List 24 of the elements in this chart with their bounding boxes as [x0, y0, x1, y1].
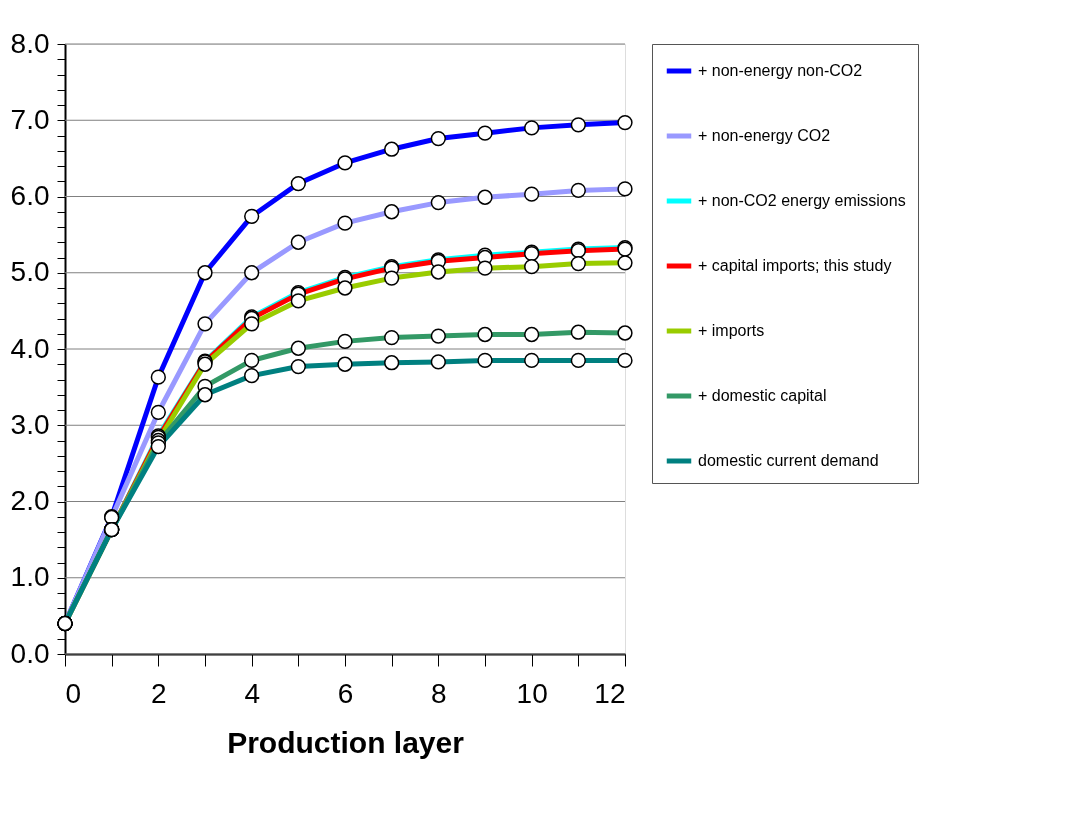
x-tick-label: 10 [516, 677, 548, 709]
y-tick-label: 2.0 [10, 485, 50, 516]
y-tick-label: 6.0 [10, 180, 50, 211]
y-tick-label: 7.0 [10, 103, 50, 135]
y-tick-label: 1.0 [10, 561, 50, 593]
x-tick-label: 12 [594, 677, 626, 709]
legend-label: + domestic capital [698, 387, 827, 404]
y-tick-label: 3.0 [10, 408, 50, 440]
x-tick-label: 8 [431, 677, 447, 709]
legend-label: + non-energy CO2 [698, 127, 831, 144]
x-tick-label: 6 [337, 677, 354, 709]
x-tick-label: 4 [244, 677, 260, 709]
legend-label: + imports [698, 322, 765, 339]
x-tick-label: 2 [151, 677, 167, 709]
y-tick-label: 4.0 [10, 332, 50, 364]
y-tick-label: 0.0 [10, 637, 50, 669]
x-axis-title: Production layer [227, 725, 465, 759]
x-tick-label: 0 [65, 677, 82, 709]
legend-label: domestic current demand [698, 452, 879, 469]
y-tick-label: 5.0 [10, 256, 50, 288]
legend-label: + capital imports; this study [698, 257, 892, 274]
legend-label: + non-energy non-CO2 [698, 62, 863, 79]
legend-label: + non-CO2 energy emissions [698, 192, 906, 209]
y-tick-label: 8.0 [10, 27, 50, 59]
